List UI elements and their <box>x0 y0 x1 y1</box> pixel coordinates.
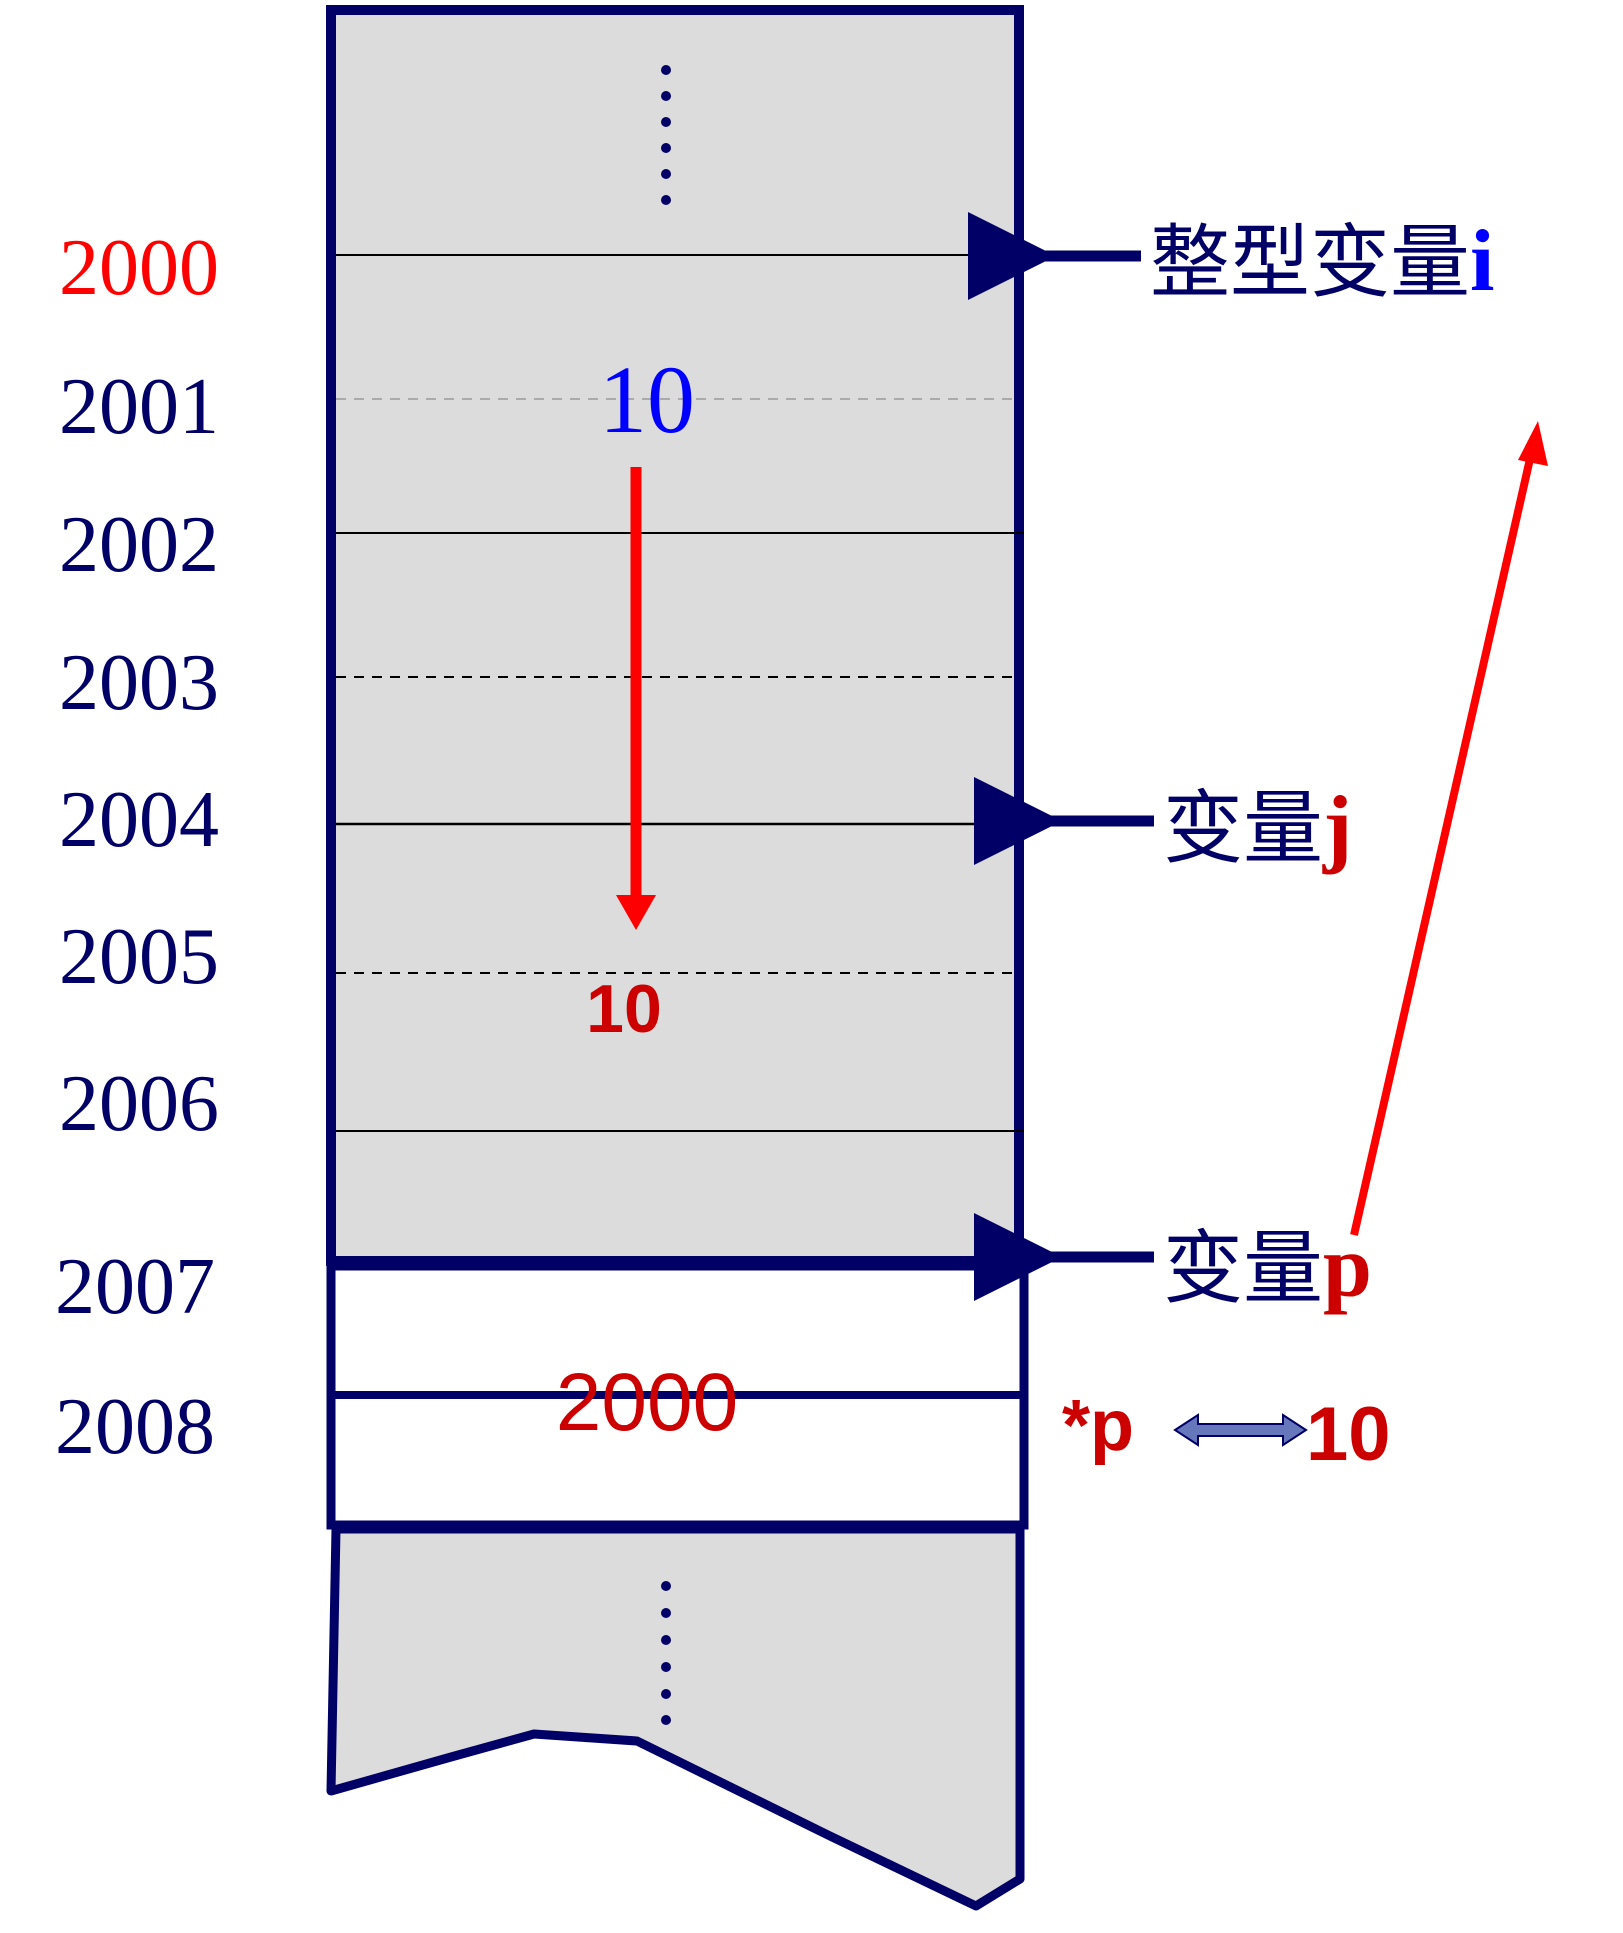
address-label: 2003 <box>59 639 219 727</box>
ellipsis-top <box>661 65 671 205</box>
address-label: 2005 <box>59 913 219 1001</box>
address-label: 2004 <box>59 776 219 864</box>
label-i-name: i <box>1470 213 1494 310</box>
double-arrow-icon <box>1173 1413 1308 1447</box>
value-j: 10 <box>586 971 662 1047</box>
label-var-p: 变量p <box>1163 1219 1372 1316</box>
address-label: 2006 <box>59 1060 219 1148</box>
label-i-prefix: 整型变量 <box>1150 216 1470 309</box>
address-label: 2007 <box>55 1243 215 1331</box>
label-p-name: p <box>1323 1219 1372 1316</box>
label-j-prefix: 变量 <box>1163 782 1323 875</box>
pointer-arrow <box>1350 421 1548 1236</box>
memory-block-torn-bottom <box>326 1524 1025 1911</box>
address-label: 2000 <box>59 224 219 312</box>
label-p-prefix: 变量 <box>1163 1222 1323 1315</box>
label-var-i: 整型变量i <box>1150 213 1494 310</box>
deref-value: 10 <box>1306 1392 1391 1477</box>
memory-block-int <box>326 5 1024 1266</box>
address-column: 2000 2001 2002 2003 2004 2005 2006 2007 2008 <box>55 224 219 1471</box>
value-i: 10 <box>599 346 695 453</box>
value-p: 2000 <box>556 1357 738 1448</box>
copy-arrow <box>616 467 656 930</box>
address-label: 2001 <box>59 363 219 451</box>
label-var-j: 变量j <box>1163 779 1352 876</box>
address-label: 2008 <box>55 1383 215 1471</box>
deref-label: *p <box>1062 1386 1134 1466</box>
ellipsis-bottom <box>661 1581 671 1725</box>
address-label: 2002 <box>59 501 219 589</box>
label-j-name: j <box>1322 779 1352 876</box>
